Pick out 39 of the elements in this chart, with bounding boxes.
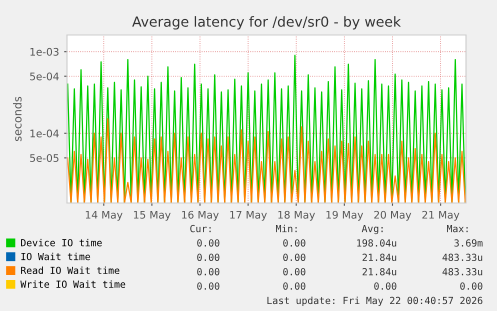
legend-label: IO Wait time xyxy=(21,252,90,260)
text: 0.00 xyxy=(197,254,220,262)
text: 0.00 xyxy=(197,282,220,290)
legend-label: Read IO Wait time xyxy=(21,266,120,274)
text: Cur: xyxy=(190,224,211,232)
y-axis-title: seconds xyxy=(13,96,22,142)
legend-label: Device IO time xyxy=(21,238,102,246)
text: 0.00 xyxy=(197,239,220,247)
text: Avg: xyxy=(362,224,383,234)
x-tick-label: 19 May xyxy=(326,210,364,221)
text: 0.00 xyxy=(283,268,306,276)
y-tick-label: 1e-03 xyxy=(30,48,59,56)
text: 0.00 xyxy=(283,239,306,247)
text: 0.00 xyxy=(283,254,306,262)
text: 0.00 xyxy=(197,268,220,276)
legend-label: Write IO Wait time xyxy=(20,280,126,288)
text: 0.00 xyxy=(283,282,306,290)
y-tick-label: 5e-04 xyxy=(30,72,59,80)
text: Max: xyxy=(446,225,468,232)
x-tick-label: 14 May xyxy=(86,210,122,221)
x-tick-label: 20 May xyxy=(374,210,412,221)
x-tick-label: 16 May xyxy=(182,210,219,221)
x-tick-label: 21 May xyxy=(422,210,460,221)
text: 3.69m xyxy=(454,239,483,247)
x-tick-label: 17 May xyxy=(230,210,267,221)
text: 483.33u xyxy=(442,268,482,276)
text: 21.84u xyxy=(362,268,396,276)
text: 483.33u xyxy=(442,254,482,262)
y-tick-label: 5e-05 xyxy=(30,154,58,162)
chart-title: Average latency for /dev/sr0 - by week xyxy=(132,16,401,30)
text: 198.04u xyxy=(357,239,396,247)
text: 21.84u xyxy=(362,254,396,262)
y-tick-label: 1e-04 xyxy=(30,130,59,138)
x-tick-label: 18 May xyxy=(278,210,315,221)
text: Min: xyxy=(276,224,297,232)
x-tick-label: 15 May xyxy=(134,210,171,221)
text: Last update: Fri May 22 00:40:57 2026 xyxy=(267,296,482,306)
text: 0.00 xyxy=(374,282,396,290)
text: 0.00 xyxy=(460,282,482,290)
